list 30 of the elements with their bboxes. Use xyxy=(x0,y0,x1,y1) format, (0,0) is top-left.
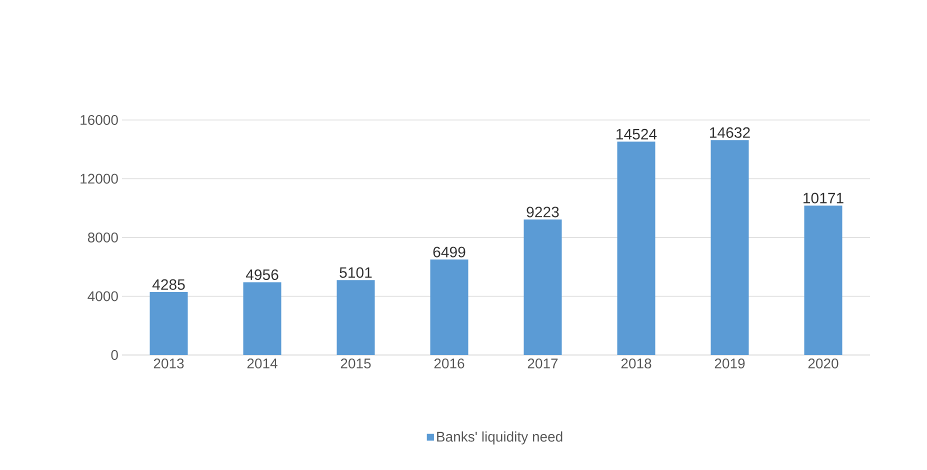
bar xyxy=(150,292,188,355)
x-tick-label: 2015 xyxy=(340,358,371,368)
bar xyxy=(430,260,468,355)
x-tick-label: 2018 xyxy=(621,358,652,368)
data-label: 4956 xyxy=(246,269,278,280)
x-tick-label: 2017 xyxy=(528,358,558,368)
x-tick-label: 2019 xyxy=(714,358,745,368)
bar xyxy=(524,220,562,355)
bar xyxy=(243,282,282,355)
data-label: 4285 xyxy=(152,279,185,290)
y-tick-label: 0 xyxy=(111,350,118,360)
bar xyxy=(336,280,375,355)
x-tick-label: 2013 xyxy=(154,358,184,368)
y-tick-label: 12000 xyxy=(80,174,118,184)
y-tick-label: 4000 xyxy=(88,291,118,302)
data-label: 10171 xyxy=(804,192,844,204)
data-label: 6499 xyxy=(433,246,466,258)
data-label: 9223 xyxy=(526,206,559,218)
bar xyxy=(617,142,656,355)
data-label: 14632 xyxy=(710,127,750,138)
bar xyxy=(804,206,842,355)
data-label: 14524 xyxy=(616,128,657,140)
legend-label: Banks' liquidity need xyxy=(437,431,562,444)
y-tick-label: 16000 xyxy=(80,115,118,125)
x-tick-label: 2020 xyxy=(808,358,838,368)
y-tick-label: 8000 xyxy=(88,232,118,242)
x-tick-label: 2016 xyxy=(434,358,464,368)
x-tick-label: 2014 xyxy=(247,358,278,368)
data-label: 5101 xyxy=(340,267,372,278)
bar xyxy=(710,140,749,355)
